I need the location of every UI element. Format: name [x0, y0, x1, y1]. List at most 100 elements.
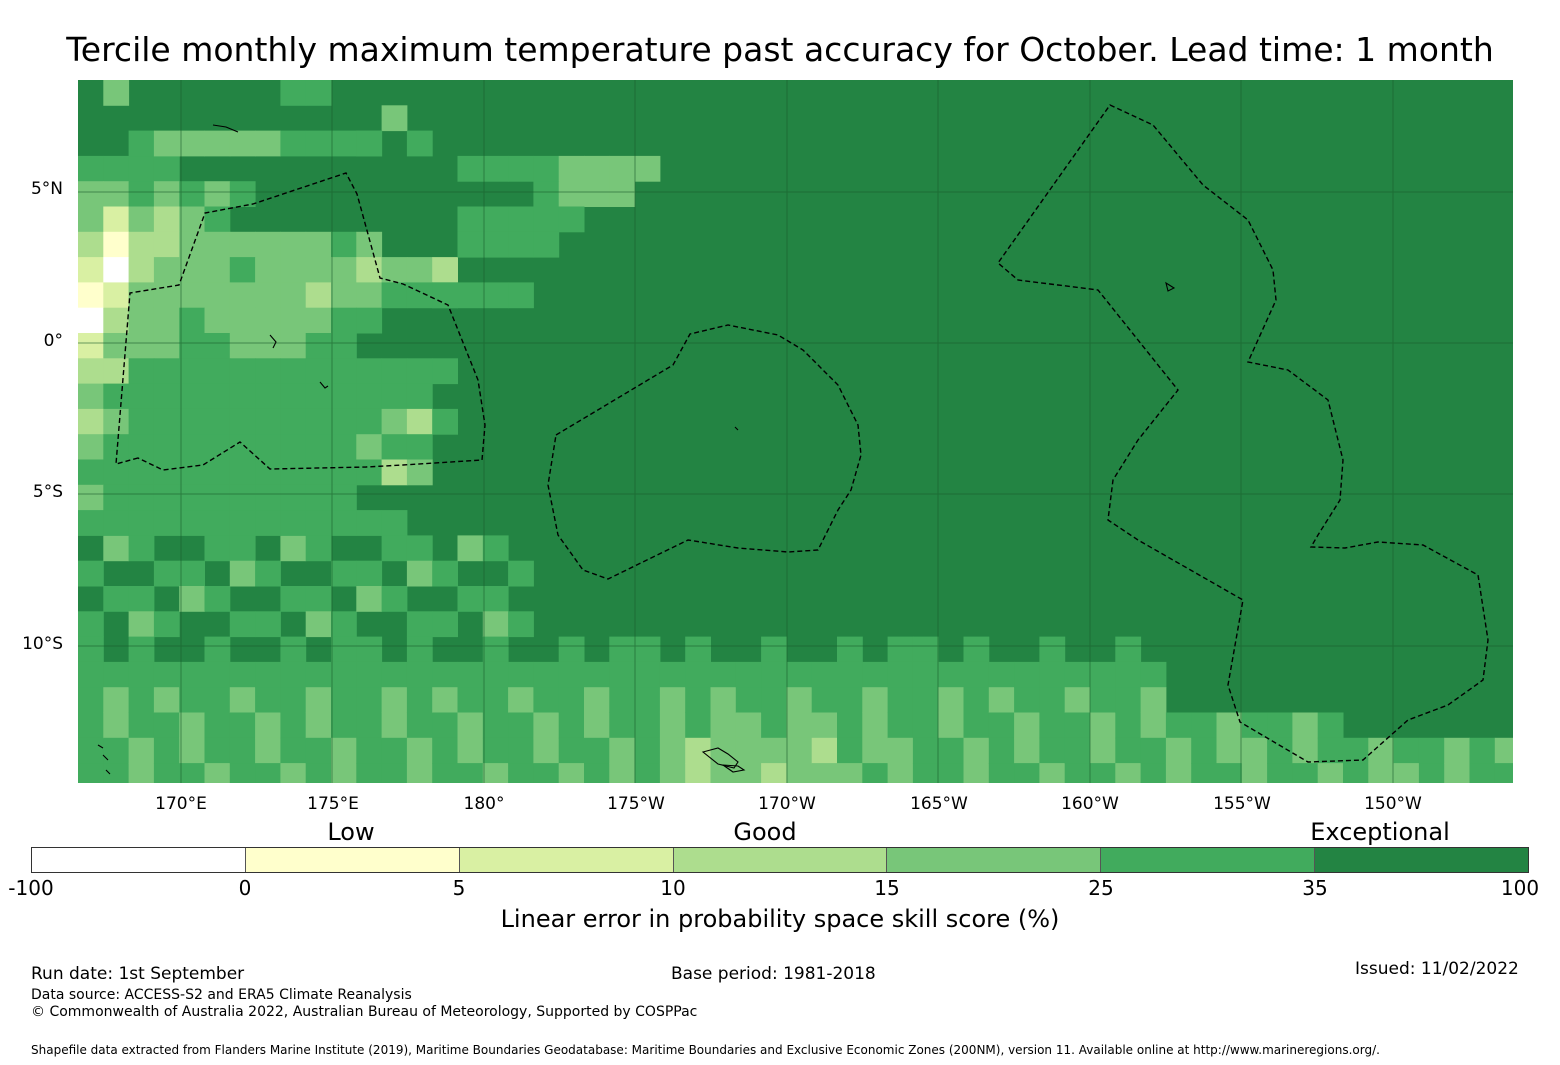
skill-cell [356, 231, 383, 258]
skill-cell [457, 231, 484, 258]
skill-cell [963, 661, 990, 688]
skill-cell [204, 130, 231, 157]
skill-cell [204, 206, 231, 233]
skill-cell [255, 231, 281, 258]
skill-cell [482, 155, 509, 182]
skill-cell [204, 257, 231, 283]
skill-cell [103, 712, 130, 739]
island-nukulaelae [97, 744, 111, 775]
colorbar-bin [1101, 848, 1316, 872]
skill-cell [1090, 763, 1116, 783]
skill-cell [229, 181, 256, 207]
colorbar-tick: -100 [8, 876, 54, 900]
island-kiritimati [1165, 281, 1176, 292]
skill-cell [103, 535, 130, 562]
skill-cell [1014, 737, 1040, 764]
skill-cell [533, 687, 560, 713]
skill-cell [229, 257, 256, 283]
colorbar-bin [245, 848, 460, 872]
skill-cell [1115, 763, 1142, 783]
skill-cell [280, 358, 307, 385]
skill-cell [1014, 687, 1040, 713]
skill-cell [356, 434, 383, 460]
skill-cell [229, 661, 256, 688]
island-tarawa [269, 334, 277, 349]
skill-cell [988, 687, 1015, 713]
skill-cell [78, 611, 104, 638]
skill-cell [305, 661, 332, 688]
skill-cell [280, 535, 307, 562]
skill-cell [305, 737, 332, 764]
skill-cell [153, 510, 180, 536]
skill-cell [305, 231, 332, 258]
skill-cell [609, 687, 636, 713]
lat-tick-0: 0° [43, 331, 63, 351]
skill-cell [153, 282, 180, 309]
skill-cell [204, 636, 231, 663]
skill-cell [153, 408, 180, 435]
skill-cell [128, 737, 155, 764]
skill-cell [356, 383, 383, 410]
skill-cell [1469, 737, 1496, 764]
skill-cell [204, 307, 231, 334]
skill-cell [153, 611, 180, 638]
skill-cell [255, 712, 281, 739]
skill-cell [153, 358, 180, 385]
skill-cell [179, 560, 205, 587]
skill-cell [761, 661, 787, 688]
skill-score-map [78, 80, 1513, 783]
skill-cell [584, 737, 610, 764]
skill-cell [457, 206, 484, 233]
skill-cell [938, 737, 964, 764]
skill-cell [1317, 737, 1344, 764]
skill-cell [280, 333, 307, 359]
skill-cell [837, 737, 863, 764]
skill-cell [204, 535, 231, 562]
skill-cell [255, 763, 281, 783]
colorbar-tick: 100 [1500, 876, 1540, 900]
skill-cell [988, 661, 1015, 688]
skill-cell [128, 257, 155, 283]
skill-cell [533, 206, 560, 233]
skill-cell [128, 484, 155, 511]
skill-cell [128, 358, 155, 385]
skill-cell [153, 130, 180, 157]
eez-boundary-tokelau [547, 324, 862, 580]
skill-cell [280, 434, 307, 460]
colorbar-bin [459, 848, 674, 872]
skill-cell [103, 661, 130, 688]
skill-cell [78, 282, 104, 309]
skill-cell [912, 737, 939, 764]
skill-cell [988, 712, 1015, 739]
skill-cell [381, 687, 408, 713]
skill-cell [634, 155, 661, 182]
skill-cell [305, 611, 332, 638]
skill-cell [331, 333, 357, 359]
skill-cell [533, 181, 560, 207]
skill-cell [533, 737, 560, 764]
skill-cell [255, 333, 281, 359]
skill-cell [153, 307, 180, 334]
skill-cell [1014, 712, 1040, 739]
skill-cell [305, 358, 332, 385]
skill-cell [406, 408, 433, 435]
skill-cell [786, 661, 813, 688]
skill-cell [533, 712, 560, 739]
skill-cell [356, 358, 383, 385]
category-label-low: Low [327, 818, 375, 846]
lon-tick-170e: 170°E [155, 794, 207, 814]
colorbar-bin [1315, 848, 1529, 872]
skill-cell [103, 383, 130, 410]
skill-cell [584, 155, 610, 182]
skill-cell [78, 181, 104, 207]
skill-cell [558, 181, 585, 207]
skill-cell [356, 408, 383, 435]
skill-cell [786, 737, 813, 764]
skill-cell [938, 712, 964, 739]
skill-cell [356, 737, 383, 764]
skill-cell [78, 257, 104, 283]
skill-cell [1115, 737, 1142, 764]
skill-cell [280, 282, 307, 309]
skill-cell [786, 712, 813, 739]
skill-cell [103, 307, 130, 334]
